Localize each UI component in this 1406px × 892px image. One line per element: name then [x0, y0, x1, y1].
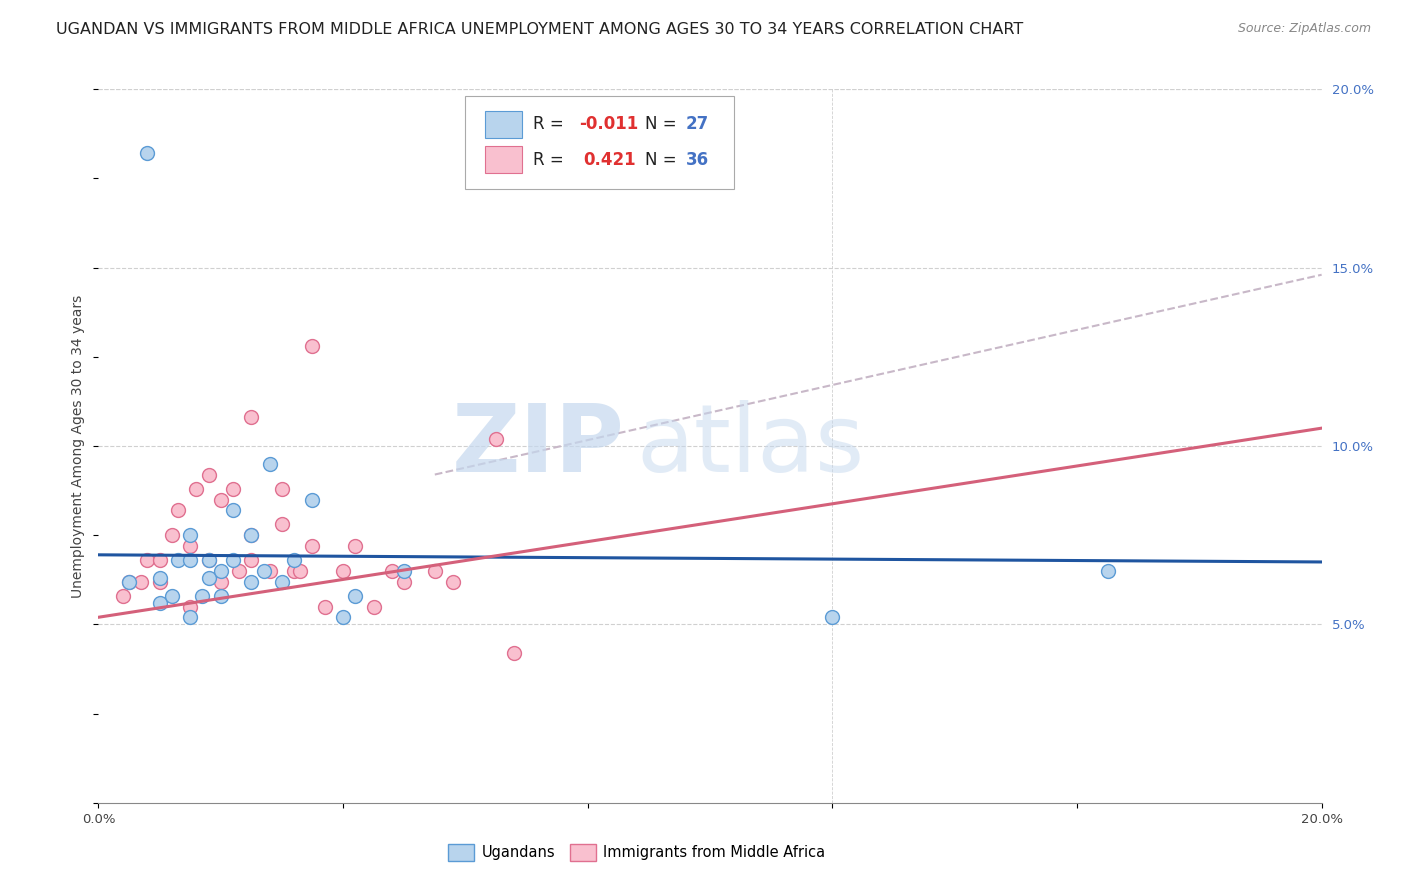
Point	[332, 564, 354, 578]
Point	[167, 503, 190, 517]
Point	[149, 571, 172, 585]
Point	[392, 574, 416, 589]
Point	[485, 432, 508, 446]
FancyBboxPatch shape	[485, 146, 522, 173]
Point	[381, 564, 404, 578]
Point	[392, 564, 416, 578]
Point	[118, 574, 141, 589]
Point	[197, 571, 219, 585]
Point	[363, 599, 385, 614]
Point	[314, 599, 336, 614]
Point	[270, 482, 292, 496]
Text: Source: ZipAtlas.com: Source: ZipAtlas.com	[1237, 22, 1371, 36]
Point	[441, 574, 464, 589]
Point	[240, 553, 263, 567]
Point	[160, 528, 183, 542]
Text: R =: R =	[533, 115, 568, 133]
Point	[1097, 564, 1119, 578]
Point	[240, 410, 263, 425]
Point	[209, 492, 232, 507]
Point	[179, 610, 201, 624]
Point	[209, 564, 232, 578]
Point	[283, 564, 305, 578]
Point	[252, 564, 274, 578]
Point	[423, 564, 446, 578]
Point	[228, 564, 250, 578]
Point	[167, 553, 190, 567]
Point	[179, 539, 201, 553]
Point	[186, 482, 208, 496]
Point	[283, 553, 305, 567]
Point	[149, 574, 172, 589]
Text: 0.421: 0.421	[583, 151, 636, 169]
Point	[503, 646, 526, 660]
Point	[129, 574, 152, 589]
Point	[240, 528, 263, 542]
Point	[240, 574, 263, 589]
Text: ZIP: ZIP	[451, 400, 624, 492]
Point	[149, 596, 172, 610]
Point	[179, 599, 201, 614]
Point	[118, 574, 141, 589]
Text: N =: N =	[645, 151, 682, 169]
Point	[270, 517, 292, 532]
Point	[111, 589, 134, 603]
Y-axis label: Unemployment Among Ages 30 to 34 years: Unemployment Among Ages 30 to 34 years	[72, 294, 86, 598]
Point	[136, 146, 159, 161]
Text: atlas: atlas	[637, 400, 865, 492]
Point	[222, 482, 245, 496]
Text: 27: 27	[686, 115, 709, 133]
Point	[209, 589, 232, 603]
Legend: Ugandans, Immigrants from Middle Africa: Ugandans, Immigrants from Middle Africa	[441, 838, 831, 867]
Point	[179, 528, 201, 542]
Text: N =: N =	[645, 115, 682, 133]
Point	[290, 564, 312, 578]
FancyBboxPatch shape	[485, 111, 522, 137]
Point	[222, 553, 245, 567]
FancyBboxPatch shape	[465, 96, 734, 189]
Point	[240, 528, 263, 542]
Point	[259, 564, 281, 578]
Point	[270, 574, 292, 589]
Point	[197, 553, 219, 567]
Text: UGANDAN VS IMMIGRANTS FROM MIDDLE AFRICA UNEMPLOYMENT AMONG AGES 30 TO 34 YEARS : UGANDAN VS IMMIGRANTS FROM MIDDLE AFRICA…	[56, 22, 1024, 37]
Point	[301, 539, 323, 553]
Point	[344, 589, 367, 603]
Point	[149, 553, 172, 567]
Point	[197, 553, 219, 567]
Point	[222, 503, 245, 517]
Point	[197, 467, 219, 482]
Point	[821, 610, 844, 624]
Point	[209, 574, 232, 589]
Point	[332, 610, 354, 624]
Point	[259, 457, 281, 471]
Point	[179, 553, 201, 567]
Point	[191, 589, 214, 603]
Text: -0.011: -0.011	[579, 115, 638, 133]
Text: 36: 36	[686, 151, 709, 169]
Point	[160, 589, 183, 603]
Point	[344, 539, 367, 553]
Text: R =: R =	[533, 151, 568, 169]
Point	[136, 553, 159, 567]
Point	[301, 492, 323, 507]
Point	[301, 339, 323, 353]
